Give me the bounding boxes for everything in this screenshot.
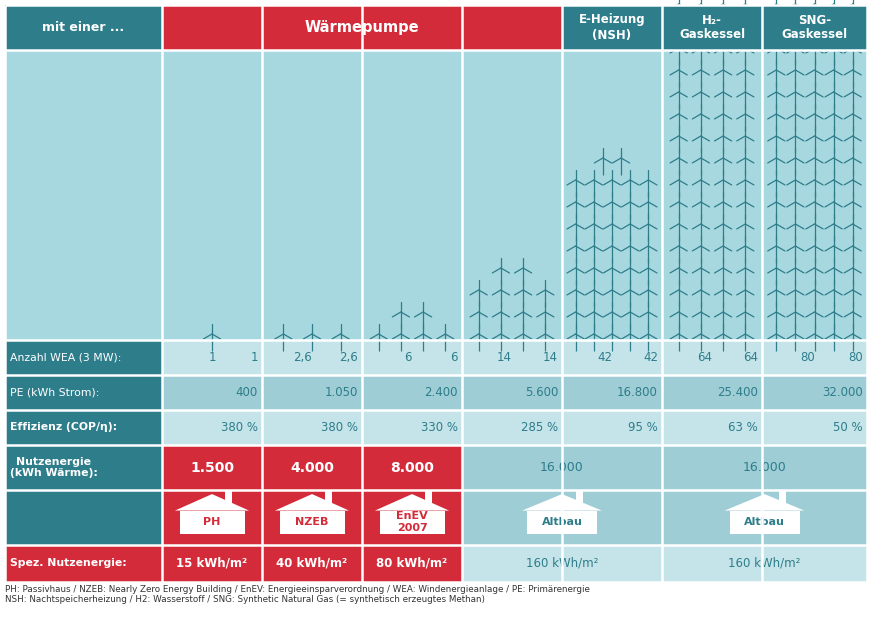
Text: 6: 6 — [405, 351, 412, 364]
Bar — [225, 491, 231, 505]
Text: mit einer ...: mit einer ... — [43, 21, 125, 34]
Text: E-Heizung
(NSH): E-Heizung (NSH) — [579, 13, 645, 42]
Bar — [5, 545, 162, 582]
Text: 1: 1 — [250, 351, 258, 364]
Bar — [162, 490, 867, 545]
Polygon shape — [522, 494, 602, 511]
Bar — [5, 490, 162, 545]
Bar — [662, 5, 762, 50]
Text: 42: 42 — [643, 351, 658, 364]
Text: 80: 80 — [800, 351, 814, 364]
Bar — [562, 5, 662, 50]
Text: PH: Passivhaus / NZEB: Nearly Zero Energy Building / EnEV: Energieeinsparverordn: PH: Passivhaus / NZEB: Nearly Zero Energ… — [5, 585, 589, 604]
Text: Wärmepumpe: Wärmepumpe — [304, 20, 419, 35]
Text: 400: 400 — [235, 386, 258, 399]
Text: 64: 64 — [697, 351, 712, 364]
Text: Effizienz (COP/η):: Effizienz (COP/η): — [10, 423, 117, 432]
Bar — [5, 410, 162, 445]
Bar — [576, 491, 583, 505]
Text: 1: 1 — [208, 351, 215, 364]
Text: 5.600: 5.600 — [525, 386, 558, 399]
Text: NZEB: NZEB — [296, 517, 329, 527]
Text: SNG-
Gaskessel: SNG- Gaskessel — [781, 13, 848, 42]
Bar — [5, 445, 162, 490]
Text: 4.000: 4.000 — [290, 461, 334, 475]
Polygon shape — [725, 494, 804, 511]
Text: 14: 14 — [543, 351, 558, 364]
Text: 63 %: 63 % — [728, 421, 758, 434]
Text: Altbau: Altbau — [744, 517, 785, 527]
Bar — [5, 340, 162, 375]
Text: 8.000: 8.000 — [390, 461, 434, 475]
Text: 15 kWh/m²: 15 kWh/m² — [176, 557, 248, 570]
Text: 1.050: 1.050 — [324, 386, 358, 399]
Bar — [162, 410, 867, 445]
Text: 64: 64 — [743, 351, 758, 364]
Bar — [5, 5, 162, 50]
Polygon shape — [275, 494, 349, 511]
Bar — [5, 375, 162, 410]
Text: Anzahl WEA (3 MW):: Anzahl WEA (3 MW): — [10, 353, 121, 363]
Bar — [779, 491, 786, 505]
Text: 285 %: 285 % — [521, 421, 558, 434]
Text: H₂-
Gaskessel: H₂- Gaskessel — [679, 13, 745, 42]
Text: 2,6: 2,6 — [339, 351, 358, 364]
Text: 80 kWh/m²: 80 kWh/m² — [377, 557, 447, 570]
Bar — [325, 491, 331, 505]
Text: 380 %: 380 % — [221, 421, 258, 434]
Text: 50 %: 50 % — [834, 421, 863, 434]
Text: 16.000: 16.000 — [743, 461, 787, 474]
Text: 6: 6 — [451, 351, 458, 364]
Bar — [162, 5, 562, 50]
Text: 80: 80 — [848, 351, 863, 364]
Text: 380 %: 380 % — [321, 421, 358, 434]
Bar — [379, 511, 445, 533]
Text: 2,6: 2,6 — [293, 351, 312, 364]
Text: 95 %: 95 % — [628, 421, 658, 434]
Polygon shape — [375, 494, 449, 511]
Bar — [162, 375, 867, 410]
Bar — [162, 340, 867, 375]
Text: Altbau: Altbau — [542, 517, 582, 527]
Bar — [280, 511, 344, 533]
Bar — [162, 490, 462, 545]
Text: 160 kWh/m²: 160 kWh/m² — [728, 557, 800, 570]
Text: 16.000: 16.000 — [540, 461, 584, 474]
Text: 42: 42 — [597, 351, 612, 364]
Text: 16.800: 16.800 — [617, 386, 658, 399]
Text: EnEV
2007: EnEV 2007 — [396, 511, 428, 533]
Bar — [162, 545, 462, 582]
Text: Nutzenergie
(kWh Wärme):: Nutzenergie (kWh Wärme): — [10, 457, 98, 478]
Text: 160 kWh/m²: 160 kWh/m² — [526, 557, 598, 570]
Text: PH: PH — [203, 517, 221, 527]
Text: 25.400: 25.400 — [717, 386, 758, 399]
Bar — [425, 491, 432, 505]
Text: Spez. Nutzenergie:: Spez. Nutzenergie: — [10, 559, 126, 569]
Bar — [527, 511, 597, 533]
Text: 2.400: 2.400 — [425, 386, 458, 399]
Text: 330 %: 330 % — [421, 421, 458, 434]
Bar — [180, 511, 244, 533]
Text: PE (kWh Strom):: PE (kWh Strom): — [10, 387, 99, 398]
Bar — [730, 511, 800, 533]
Text: 40 kWh/m²: 40 kWh/m² — [276, 557, 348, 570]
Bar — [762, 5, 867, 50]
Text: 1.500: 1.500 — [190, 461, 234, 475]
Bar — [162, 545, 867, 582]
Polygon shape — [175, 494, 249, 511]
Bar — [162, 445, 462, 490]
Text: 14: 14 — [497, 351, 512, 364]
Bar — [162, 445, 867, 490]
Text: 32.000: 32.000 — [822, 386, 863, 399]
